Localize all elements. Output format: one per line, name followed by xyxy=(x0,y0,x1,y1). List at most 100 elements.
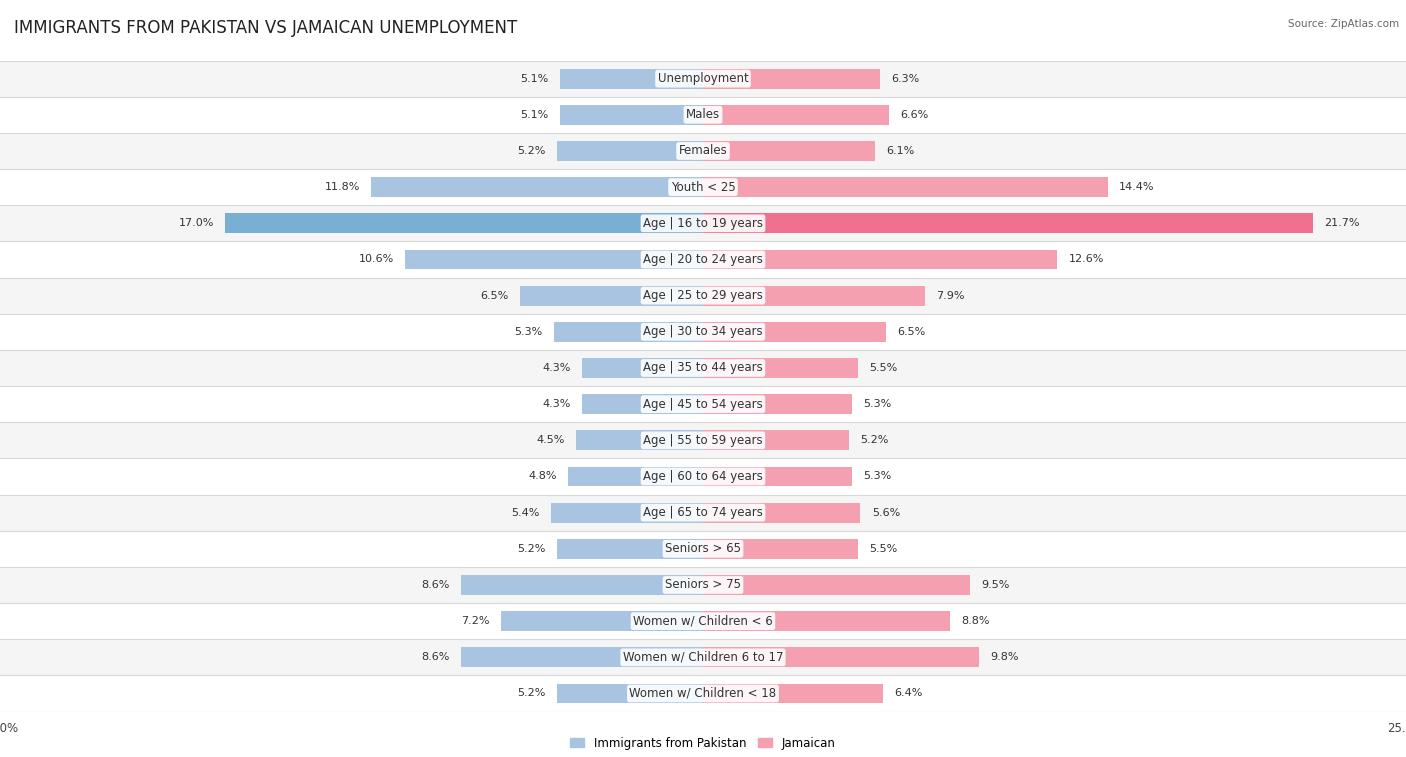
Text: 4.5%: 4.5% xyxy=(537,435,565,445)
Text: 6.3%: 6.3% xyxy=(891,73,920,83)
Text: Age | 16 to 19 years: Age | 16 to 19 years xyxy=(643,217,763,230)
Bar xyxy=(560,69,703,89)
Legend: Immigrants from Pakistan, Jamaican: Immigrants from Pakistan, Jamaican xyxy=(565,732,841,755)
Text: 21.7%: 21.7% xyxy=(1324,218,1360,229)
Text: Age | 25 to 29 years: Age | 25 to 29 years xyxy=(643,289,763,302)
Text: Age | 55 to 59 years: Age | 55 to 59 years xyxy=(643,434,763,447)
Text: 4.8%: 4.8% xyxy=(529,472,557,481)
Bar xyxy=(576,431,703,450)
Text: Age | 60 to 64 years: Age | 60 to 64 years xyxy=(643,470,763,483)
Bar xyxy=(703,177,1108,197)
Text: Females: Females xyxy=(679,145,727,157)
Bar xyxy=(0,241,1406,278)
Text: Age | 30 to 34 years: Age | 30 to 34 years xyxy=(643,326,763,338)
Bar xyxy=(0,603,1406,639)
Text: 4.3%: 4.3% xyxy=(543,363,571,373)
Text: 5.2%: 5.2% xyxy=(517,544,546,554)
Text: 6.6%: 6.6% xyxy=(900,110,928,120)
Bar xyxy=(0,61,1406,97)
Bar xyxy=(703,285,925,306)
Text: Source: ZipAtlas.com: Source: ZipAtlas.com xyxy=(1288,19,1399,29)
Bar xyxy=(554,322,703,341)
Bar xyxy=(703,503,860,522)
Bar xyxy=(557,539,703,559)
Bar xyxy=(0,169,1406,205)
Bar xyxy=(557,684,703,703)
Text: 9.8%: 9.8% xyxy=(990,653,1018,662)
Bar xyxy=(582,394,703,414)
Text: 5.3%: 5.3% xyxy=(515,327,543,337)
Bar xyxy=(0,422,1406,459)
Bar xyxy=(0,567,1406,603)
Text: Women w/ Children 6 to 17: Women w/ Children 6 to 17 xyxy=(623,651,783,664)
Text: 10.6%: 10.6% xyxy=(359,254,394,264)
Bar xyxy=(0,459,1406,494)
Bar xyxy=(703,322,886,341)
Bar xyxy=(461,575,703,595)
Bar xyxy=(703,394,852,414)
Text: 6.1%: 6.1% xyxy=(886,146,914,156)
Bar xyxy=(703,105,889,125)
Bar xyxy=(703,250,1057,269)
Bar xyxy=(703,141,875,161)
Bar xyxy=(703,684,883,703)
Text: IMMIGRANTS FROM PAKISTAN VS JAMAICAN UNEMPLOYMENT: IMMIGRANTS FROM PAKISTAN VS JAMAICAN UNE… xyxy=(14,19,517,37)
Text: 8.6%: 8.6% xyxy=(422,653,450,662)
Text: Seniors > 75: Seniors > 75 xyxy=(665,578,741,591)
Bar xyxy=(703,213,1313,233)
Text: 12.6%: 12.6% xyxy=(1069,254,1104,264)
Text: Unemployment: Unemployment xyxy=(658,72,748,85)
Bar xyxy=(461,647,703,667)
Text: Age | 45 to 54 years: Age | 45 to 54 years xyxy=(643,397,763,410)
Bar xyxy=(371,177,703,197)
Text: Age | 20 to 24 years: Age | 20 to 24 years xyxy=(643,253,763,266)
Bar xyxy=(0,675,1406,712)
Text: Women w/ Children < 6: Women w/ Children < 6 xyxy=(633,615,773,628)
Text: 14.4%: 14.4% xyxy=(1119,182,1154,192)
Text: 8.6%: 8.6% xyxy=(422,580,450,590)
Text: 7.2%: 7.2% xyxy=(461,616,489,626)
Text: Youth < 25: Youth < 25 xyxy=(671,181,735,194)
Text: 5.3%: 5.3% xyxy=(863,399,891,409)
Text: 6.4%: 6.4% xyxy=(894,689,922,699)
Bar xyxy=(582,358,703,378)
Text: 11.8%: 11.8% xyxy=(325,182,360,192)
Bar xyxy=(703,69,880,89)
Bar xyxy=(0,97,1406,133)
Text: 5.1%: 5.1% xyxy=(520,73,548,83)
Bar xyxy=(703,575,970,595)
Bar xyxy=(560,105,703,125)
Text: 9.5%: 9.5% xyxy=(981,580,1010,590)
Text: 7.9%: 7.9% xyxy=(936,291,965,301)
Bar xyxy=(551,503,703,522)
Bar xyxy=(0,205,1406,241)
Bar xyxy=(703,611,950,631)
Bar xyxy=(703,647,979,667)
Bar xyxy=(703,431,849,450)
Text: 5.4%: 5.4% xyxy=(512,508,540,518)
Text: 5.6%: 5.6% xyxy=(872,508,900,518)
Bar xyxy=(0,531,1406,567)
Text: 5.2%: 5.2% xyxy=(517,689,546,699)
Bar xyxy=(568,466,703,487)
Text: Age | 35 to 44 years: Age | 35 to 44 years xyxy=(643,362,763,375)
Bar xyxy=(703,466,852,487)
Bar xyxy=(0,350,1406,386)
Text: 5.1%: 5.1% xyxy=(520,110,548,120)
Text: 5.5%: 5.5% xyxy=(869,544,897,554)
Bar xyxy=(0,494,1406,531)
Text: Males: Males xyxy=(686,108,720,121)
Bar xyxy=(0,386,1406,422)
Text: 6.5%: 6.5% xyxy=(897,327,925,337)
Text: 6.5%: 6.5% xyxy=(481,291,509,301)
Bar xyxy=(501,611,703,631)
Text: 5.3%: 5.3% xyxy=(863,472,891,481)
Bar xyxy=(225,213,703,233)
Text: 5.2%: 5.2% xyxy=(860,435,889,445)
Bar xyxy=(703,539,858,559)
Bar xyxy=(520,285,703,306)
Text: Seniors > 65: Seniors > 65 xyxy=(665,542,741,556)
Text: 8.8%: 8.8% xyxy=(962,616,990,626)
Bar xyxy=(0,313,1406,350)
Text: 17.0%: 17.0% xyxy=(179,218,214,229)
